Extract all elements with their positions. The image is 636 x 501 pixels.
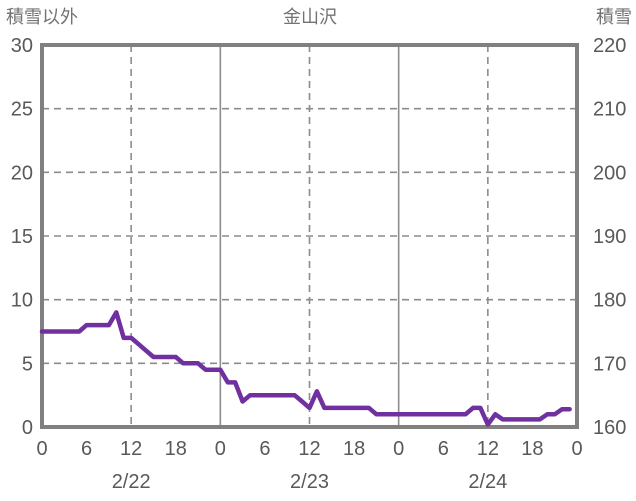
- left-tick-label-15: 15: [11, 226, 33, 248]
- x-tick-label-3: 18: [165, 438, 187, 460]
- x-tick-label-0: 0: [36, 438, 47, 460]
- x-tick-label-2: 12: [120, 438, 142, 460]
- chart-title: 金山沢: [283, 7, 337, 27]
- right-tick-label-180: 180: [593, 290, 626, 312]
- left-tick-label-30: 30: [11, 35, 33, 57]
- x-tick-label-9: 6: [438, 438, 449, 460]
- x-tick-label-4: 0: [215, 438, 226, 460]
- left-tick-label-25: 25: [11, 99, 33, 121]
- x-tick-label-11: 18: [521, 438, 543, 460]
- x-tick-label-12: 0: [571, 438, 582, 460]
- date-label-2-22: 2/22: [112, 471, 151, 493]
- date-label-2-23: 2/23: [290, 471, 329, 493]
- right-axis-title: 積雪: [596, 7, 632, 27]
- date-label-2-24: 2/24: [468, 471, 507, 493]
- right-tick-label-160: 160: [593, 417, 626, 439]
- left-tick-label-0: 0: [22, 417, 33, 439]
- right-tick-label-190: 190: [593, 226, 626, 248]
- left-tick-label-5: 5: [22, 353, 33, 375]
- chart-frame: [40, 43, 579, 429]
- left-tick-label-20: 20: [11, 162, 33, 184]
- left-axis-title: 積雪以外: [6, 7, 78, 27]
- x-tick-label-6: 12: [298, 438, 320, 460]
- x-tick-label-5: 6: [259, 438, 270, 460]
- x-tick-label-1: 6: [81, 438, 92, 460]
- data-line-snow-other: [39, 310, 572, 427]
- right-tick-label-170: 170: [593, 353, 626, 375]
- right-tick-label-210: 210: [593, 99, 626, 121]
- left-tick-label-10: 10: [11, 290, 33, 312]
- x-tick-label-7: 18: [343, 438, 365, 460]
- right-tick-label-220: 220: [593, 35, 626, 57]
- x-tick-label-10: 12: [477, 438, 499, 460]
- right-tick-label-200: 200: [593, 162, 626, 184]
- x-tick-label-8: 0: [393, 438, 404, 460]
